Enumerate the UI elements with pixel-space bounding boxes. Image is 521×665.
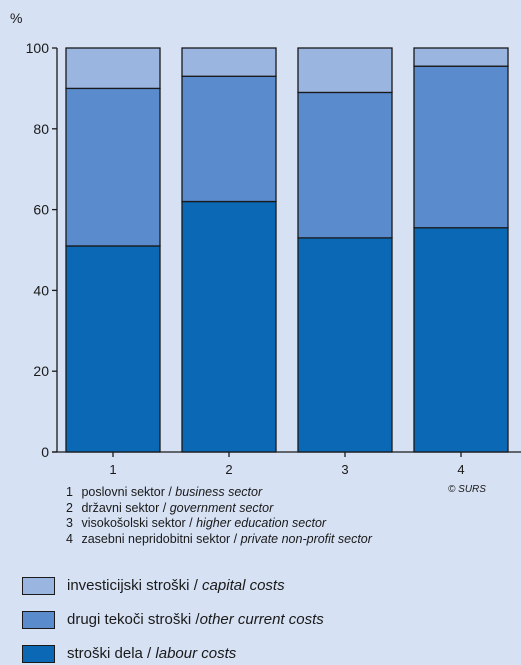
bar-segment-4-other-current-costs	[413, 65, 509, 229]
legend-label-labour-costs: stroški dela / labour costs	[67, 645, 237, 662]
category-note-1: 1 poslovni sektor / business sector	[66, 485, 263, 499]
bar-segment-2-labour-costs	[181, 200, 277, 453]
category-note-4: 4 zasebni nepridobitni sektor / private …	[66, 531, 372, 546]
legend-swatch-labour-costs	[22, 645, 55, 663]
x-tick-label-1: 1	[109, 462, 116, 477]
legend-swatch-other-current-costs	[22, 611, 55, 629]
bar-segment-1-labour-costs	[65, 245, 161, 453]
y-tick-label-20: 20	[33, 363, 49, 379]
chart-area: % 0 20 40 60 80 100 1 2 3 4	[10, 10, 521, 477]
y-tick-label-40: 40	[33, 282, 49, 298]
source-note: © SURS	[448, 484, 486, 495]
legend-label-capital-costs: investicijski stroški / capital costs	[67, 577, 285, 594]
bar-segment-4-labour-costs	[413, 227, 509, 453]
y-tick-label-80: 80	[33, 121, 49, 137]
y-tick-label-60: 60	[33, 202, 49, 218]
category-note-2: 2 državni sektor / government sector	[66, 500, 274, 515]
bar-segment-1-other-current-costs	[65, 87, 161, 247]
bar-segment-3-other-current-costs	[297, 91, 393, 239]
category-note-3: 3 visokošolski sektor / higher education…	[66, 516, 327, 530]
y-tick-label-0: 0	[41, 444, 49, 460]
legend-label-other-current-costs: drugi tekoči stroški /other current cost…	[67, 611, 324, 628]
x-tick-label-4: 4	[457, 462, 464, 477]
x-tick-label-3: 3	[341, 462, 348, 477]
y-unit-label: %	[10, 10, 22, 26]
bar-segment-3-capital-costs	[297, 47, 393, 94]
bar-segment-4-capital-costs	[413, 47, 509, 67]
bar-segment-1-capital-costs	[65, 47, 161, 90]
x-tick-label-2: 2	[225, 462, 232, 477]
category-notes: 1 poslovni sektor / business sector 2 dr…	[66, 485, 372, 547]
bar-segment-3-labour-costs	[297, 237, 393, 453]
legend-swatch-capital-costs	[22, 577, 55, 595]
y-tick-label-100: 100	[26, 40, 50, 56]
bar-segment-2-other-current-costs	[181, 75, 277, 203]
bar-segment-2-capital-costs	[181, 47, 277, 77]
